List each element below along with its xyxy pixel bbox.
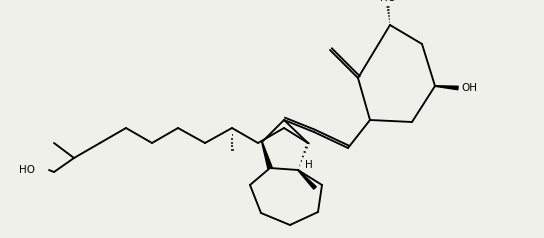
Polygon shape — [262, 142, 272, 169]
Text: OH: OH — [461, 83, 477, 93]
Text: HO: HO — [19, 165, 35, 175]
Polygon shape — [298, 170, 316, 189]
Polygon shape — [435, 86, 458, 90]
Text: HO: HO — [380, 0, 396, 3]
Text: H: H — [305, 160, 313, 170]
